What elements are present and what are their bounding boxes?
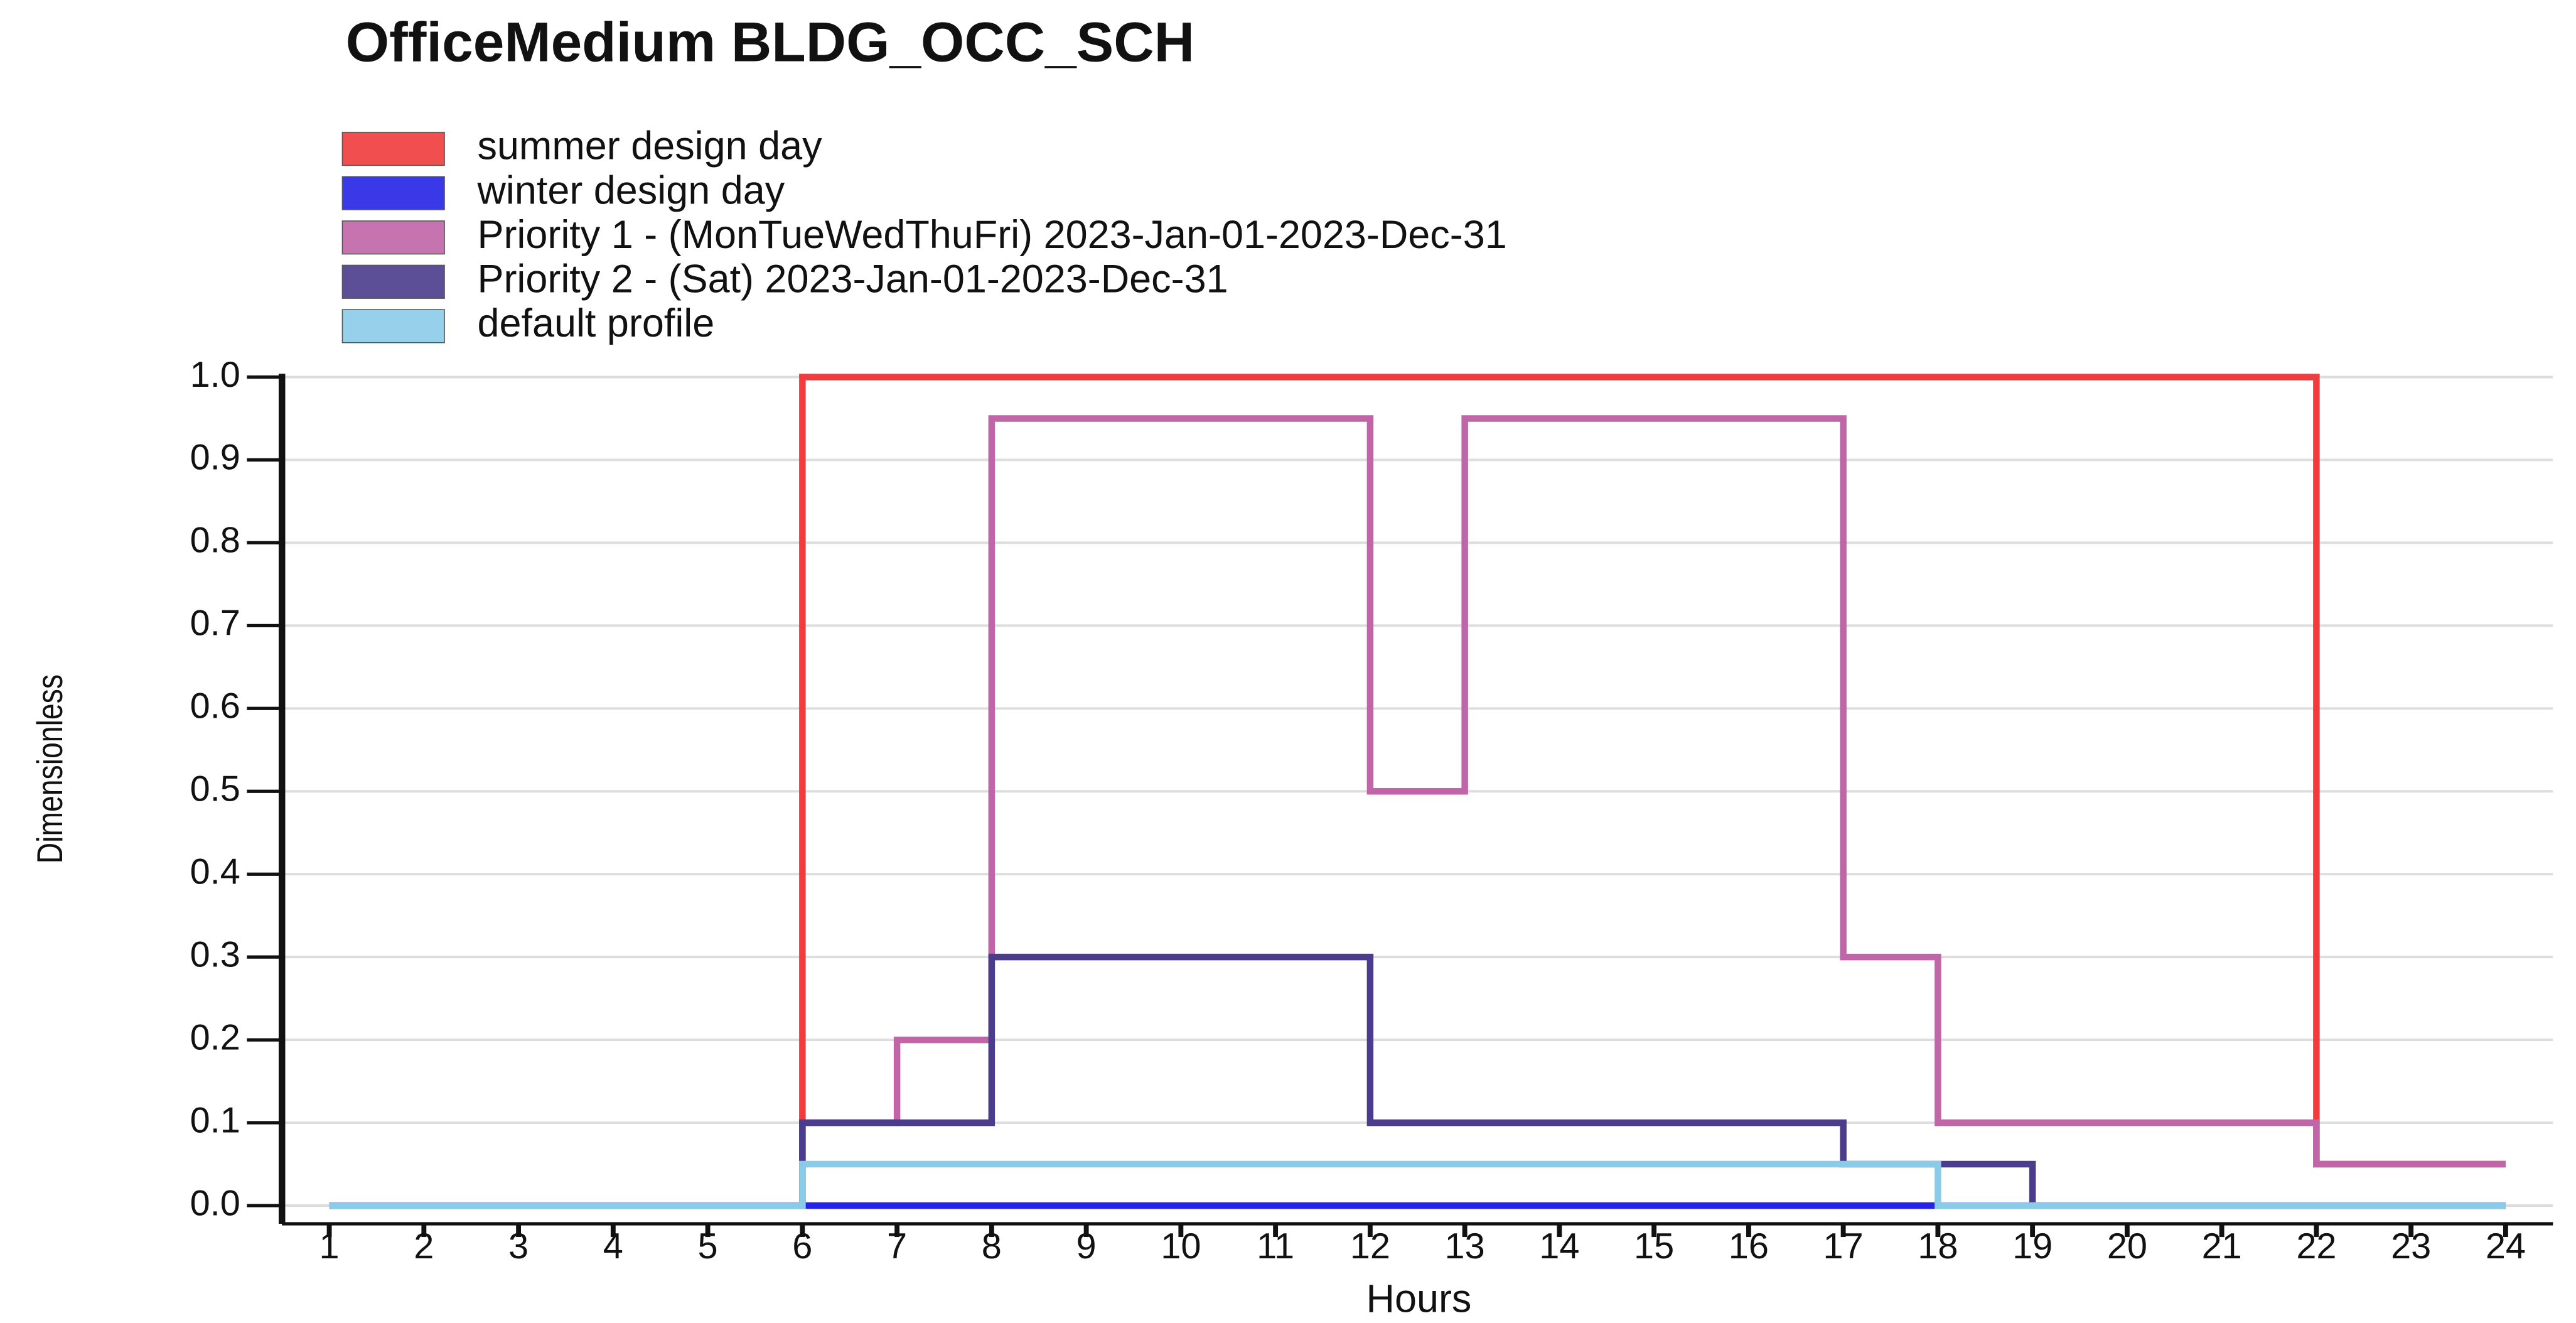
y-tick-label: 0.0 [190,1183,240,1223]
y-tick-label: 0.2 [190,1017,240,1057]
y-tick-label: 1.0 [190,355,240,395]
y-tick-label: 0.7 [190,603,240,644]
x-tick-label: 4 [603,1226,623,1266]
y-axis-label: Dimensionless [30,674,70,863]
x-tick-label: 10 [1161,1226,1201,1266]
legend-label: winter design day [476,168,785,212]
x-tick-label: 9 [1076,1226,1097,1266]
x-tick-label: 23 [2391,1226,2431,1266]
series-line [329,953,2506,1209]
y-tick-label: 0.6 [190,686,240,726]
x-tick-label: 13 [1445,1226,1485,1266]
x-tick-label: 18 [1918,1226,1958,1266]
y-tick-label: 0.9 [190,438,240,478]
series-line [329,415,2506,1209]
y-tick-label: 0.5 [190,769,240,809]
x-tick-label: 7 [887,1226,907,1266]
legend-swatch [341,176,445,210]
x-tick-label: 22 [2296,1226,2336,1266]
chart-title: OfficeMedium BLDG_OCC_SCH [346,10,1194,73]
y-tick-label: 0.4 [190,851,240,892]
x-tick-label: 5 [698,1226,718,1266]
x-tick-label: 20 [2107,1226,2147,1266]
x-tick-label: 8 [982,1226,1002,1266]
legend-label: Priority 1 - (MonTueWedThuFri) 2023-Jan-… [477,213,1506,257]
x-tick-label: 1 [319,1226,340,1266]
x-tick-label: 17 [1823,1226,1864,1266]
legend-swatch [341,131,445,166]
x-tick-label: 16 [1729,1226,1769,1266]
x-tick-label: 11 [1257,1226,1294,1266]
x-tick-label: 14 [1539,1226,1579,1266]
x-tick-label: 24 [2486,1226,2526,1266]
x-tick-label: 19 [2012,1226,2053,1266]
legend-swatch [341,309,445,343]
x-tick-label: 15 [1634,1226,1674,1266]
x-axis-label: Hours [1366,1277,1472,1320]
y-tick-label: 0.3 [190,934,240,975]
y-tick-label: 0.8 [190,521,240,561]
series-line [329,1160,2506,1209]
x-tick-label: 3 [508,1226,529,1266]
legend-swatch [341,220,445,255]
x-tick-label: 12 [1350,1226,1390,1266]
legend-swatch [341,264,445,299]
x-tick-label: 21 [2202,1226,2242,1266]
legend-label: summer design day [477,124,822,168]
legend-label: default profile [477,301,714,345]
x-tick-label: 2 [414,1226,434,1266]
y-tick-label: 0.1 [190,1100,240,1140]
legend-label: Priority 2 - (Sat) 2023-Jan-01-2023-Dec-… [477,257,1228,301]
x-tick-label: 6 [792,1226,812,1266]
